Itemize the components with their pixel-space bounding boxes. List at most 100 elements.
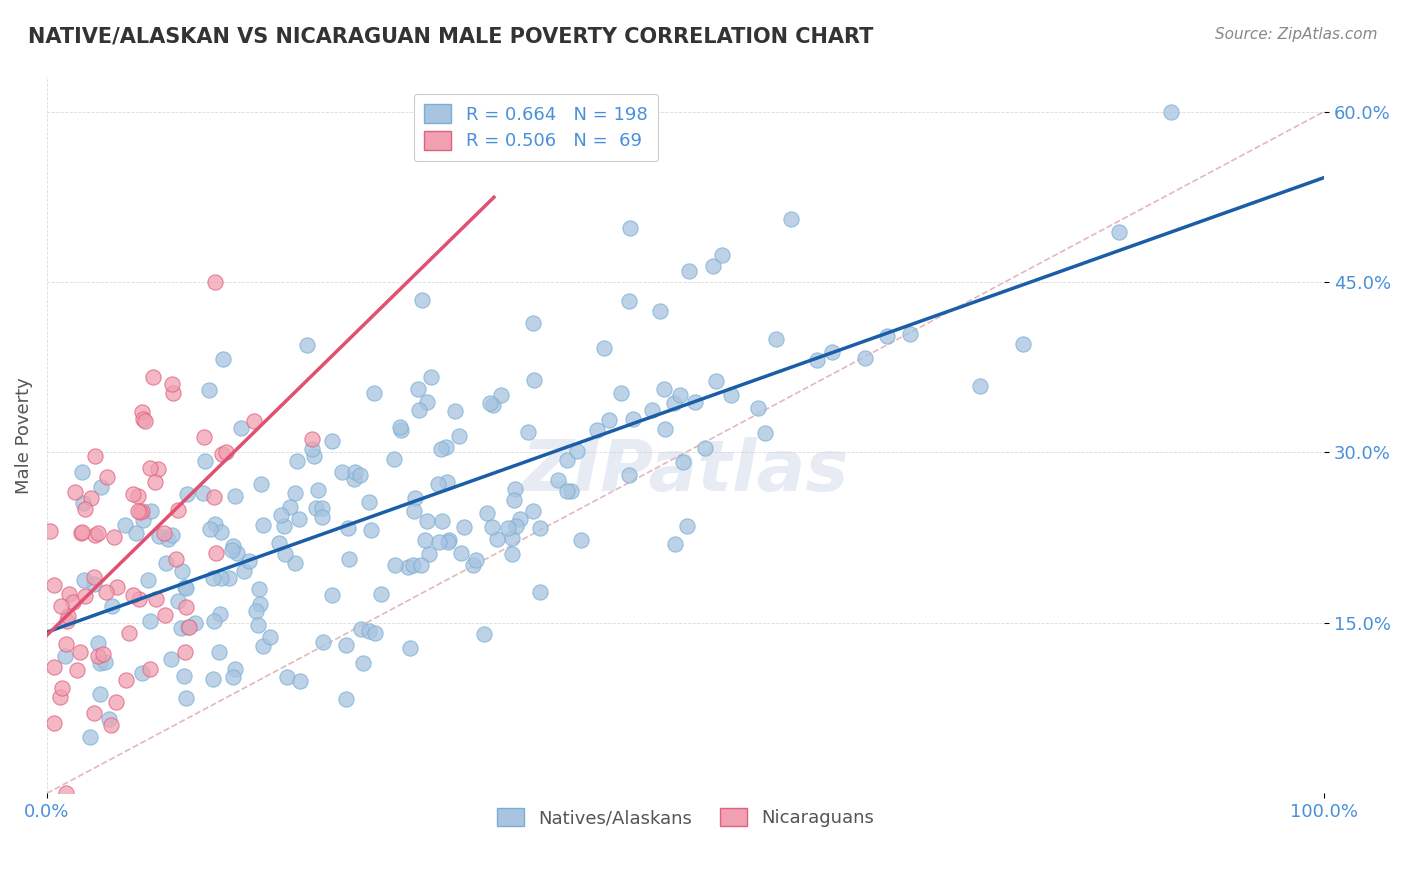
Point: [416, 394, 439, 409]
Point: [165, 552, 187, 566]
Point: [284, 556, 307, 570]
Point: [131, 405, 153, 419]
Point: [363, 625, 385, 640]
Point: [411, 293, 433, 308]
Point: [139, 662, 162, 676]
Point: [273, 519, 295, 533]
Point: [58, 587, 80, 601]
Point: [475, 506, 498, 520]
Point: [42, 660, 65, 674]
Point: [202, 614, 225, 628]
Point: [127, 504, 149, 518]
Point: [247, 582, 270, 597]
Point: [139, 461, 162, 475]
Point: [565, 444, 588, 458]
Point: [96, 469, 118, 483]
Point: [437, 535, 460, 549]
Point: [529, 584, 551, 599]
Point: [103, 530, 125, 544]
Point: [496, 521, 519, 535]
Point: [389, 423, 412, 437]
Point: [349, 467, 371, 482]
Point: [664, 536, 686, 550]
Y-axis label: Male Poverty: Male Poverty: [15, 377, 32, 494]
Point: [301, 442, 323, 456]
Point: [79, 730, 101, 744]
Point: [80, 491, 103, 505]
Point: [162, 385, 184, 400]
Point: [146, 462, 169, 476]
Point: [321, 588, 343, 602]
Point: [211, 447, 233, 461]
Point: [302, 450, 325, 464]
Point: [430, 442, 453, 457]
Point: [226, 545, 249, 559]
Point: [370, 587, 392, 601]
Point: [197, 383, 219, 397]
Point: [357, 495, 380, 509]
Point: [278, 500, 301, 515]
Point: [114, 518, 136, 533]
Point: [307, 483, 329, 497]
Point: [343, 472, 366, 486]
Point: [222, 670, 245, 684]
Point: [350, 623, 373, 637]
Point: [44, 715, 66, 730]
Point: [215, 444, 238, 458]
Point: [389, 420, 412, 434]
Point: [754, 425, 776, 440]
Point: [416, 514, 439, 528]
Point: [122, 487, 145, 501]
Point: [426, 476, 449, 491]
Point: [176, 600, 198, 615]
Point: [555, 453, 578, 467]
Point: [427, 534, 450, 549]
Point: [204, 275, 226, 289]
Point: [62, 595, 84, 609]
Point: [249, 597, 271, 611]
Point: [66, 663, 89, 677]
Point: [53, 648, 76, 663]
Point: [73, 573, 96, 587]
Point: [335, 692, 357, 706]
Point: [198, 522, 221, 536]
Point: [501, 532, 523, 546]
Point: [127, 489, 149, 503]
Point: [142, 369, 165, 384]
Point: [42, 578, 65, 592]
Point: [243, 414, 266, 428]
Point: [87, 636, 110, 650]
Point: [276, 670, 298, 684]
Point: [209, 525, 232, 540]
Point: [330, 465, 353, 479]
Point: [352, 656, 374, 670]
Point: [617, 467, 640, 482]
Point: [48, 690, 70, 705]
Point: [695, 441, 717, 455]
Point: [402, 504, 425, 518]
Point: [238, 554, 260, 568]
Point: [160, 376, 183, 391]
Point: [343, 466, 366, 480]
Point: [115, 673, 138, 687]
Point: [83, 527, 105, 541]
Point: [516, 425, 538, 439]
Point: [166, 503, 188, 517]
Point: [501, 547, 523, 561]
Point: [98, 712, 121, 726]
Point: [586, 423, 609, 437]
Point: [969, 379, 991, 393]
Point: [221, 542, 243, 557]
Point: [747, 401, 769, 415]
Point: [662, 396, 685, 410]
Point: [398, 640, 420, 655]
Point: [83, 706, 105, 720]
Point: [131, 504, 153, 518]
Point: [529, 521, 551, 535]
Point: [301, 433, 323, 447]
Point: [86, 525, 108, 540]
Point: [598, 413, 620, 427]
Point: [204, 517, 226, 532]
Point: [131, 412, 153, 426]
Point: [415, 533, 437, 547]
